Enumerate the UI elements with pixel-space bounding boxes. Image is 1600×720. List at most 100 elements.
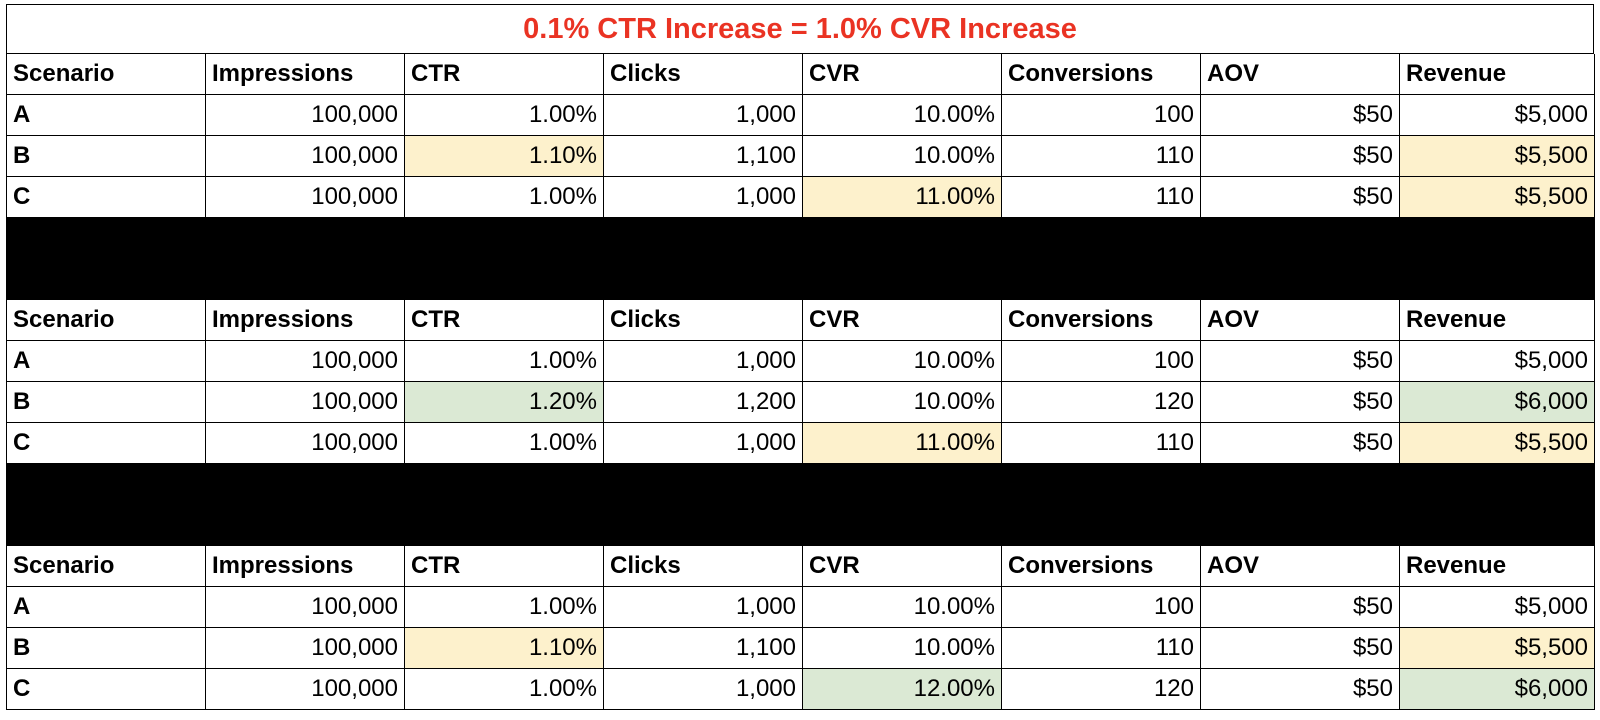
cell-conversions[interactable]: 110: [1002, 136, 1201, 177]
cell-ctr[interactable]: 1.20%: [405, 382, 604, 423]
cell-cvr[interactable]: 12.00%: [803, 669, 1002, 710]
cell-clicks[interactable]: 1,100: [604, 136, 803, 177]
cell-cvr[interactable]: 10.00%: [803, 95, 1002, 136]
sheet-title: 0.1% CTR Increase = 1.0% CVR Increase: [6, 4, 1594, 53]
cell-ctr[interactable]: 1.00%: [405, 587, 604, 628]
cell-ctr[interactable]: 1.00%: [405, 423, 604, 464]
cell-scenario[interactable]: B: [7, 382, 206, 423]
cell-cvr[interactable]: 10.00%: [803, 382, 1002, 423]
cell-impressions[interactable]: 100,000: [206, 423, 405, 464]
cell-scenario[interactable]: A: [7, 587, 206, 628]
column-header-aov[interactable]: AOV: [1201, 546, 1400, 587]
cell-impressions[interactable]: 100,000: [206, 382, 405, 423]
cell-conversions[interactable]: 110: [1002, 628, 1201, 669]
cell-impressions[interactable]: 100,000: [206, 136, 405, 177]
cell-revenue[interactable]: $5,500: [1400, 628, 1595, 669]
cell-cvr[interactable]: 10.00%: [803, 136, 1002, 177]
cell-clicks[interactable]: 1,100: [604, 628, 803, 669]
cell-revenue[interactable]: $5,000: [1400, 587, 1595, 628]
cell-revenue[interactable]: $5,500: [1400, 177, 1595, 218]
column-header-clicks[interactable]: Clicks: [604, 54, 803, 95]
cell-scenario[interactable]: C: [7, 669, 206, 710]
cell-scenario[interactable]: A: [7, 95, 206, 136]
cell-aov[interactable]: $50: [1201, 628, 1400, 669]
column-header-cvr[interactable]: CVR: [803, 546, 1002, 587]
column-header-conversions[interactable]: Conversions: [1002, 546, 1201, 587]
cell-conversions[interactable]: 100: [1002, 587, 1201, 628]
cell-ctr[interactable]: 1.00%: [405, 669, 604, 710]
cell-aov[interactable]: $50: [1201, 382, 1400, 423]
cell-conversions[interactable]: 120: [1002, 382, 1201, 423]
cell-impressions[interactable]: 100,000: [206, 669, 405, 710]
cell-scenario[interactable]: C: [7, 423, 206, 464]
cell-conversions[interactable]: 100: [1002, 341, 1201, 382]
column-header-impressions[interactable]: Impressions: [206, 546, 405, 587]
cell-conversions[interactable]: 120: [1002, 669, 1201, 710]
column-header-scenario[interactable]: Scenario: [7, 546, 206, 587]
cell-ctr[interactable]: 1.00%: [405, 177, 604, 218]
cell-scenario[interactable]: A: [7, 341, 206, 382]
column-header-ctr[interactable]: CTR: [405, 546, 604, 587]
cell-impressions[interactable]: 100,000: [206, 341, 405, 382]
cell-clicks[interactable]: 1,000: [604, 177, 803, 218]
cell-revenue[interactable]: $5,500: [1400, 136, 1595, 177]
cell-ctr[interactable]: 1.10%: [405, 628, 604, 669]
column-header-aov[interactable]: AOV: [1201, 300, 1400, 341]
column-header-ctr[interactable]: CTR: [405, 54, 604, 95]
cell-scenario[interactable]: B: [7, 628, 206, 669]
column-header-cvr[interactable]: CVR: [803, 300, 1002, 341]
cell-clicks[interactable]: 1,000: [604, 423, 803, 464]
cell-aov[interactable]: $50: [1201, 669, 1400, 710]
cell-revenue[interactable]: $6,000: [1400, 382, 1595, 423]
column-header-conversions[interactable]: Conversions: [1002, 300, 1201, 341]
cell-aov[interactable]: $50: [1201, 177, 1400, 218]
cell-scenario[interactable]: C: [7, 177, 206, 218]
cell-revenue[interactable]: $5,500: [1400, 423, 1595, 464]
column-header-clicks[interactable]: Clicks: [604, 546, 803, 587]
data-grid: Scenario Impressions CTR Clicks CVR Conversio…: [6, 53, 1595, 710]
cell-ctr[interactable]: 1.00%: [405, 341, 604, 382]
column-header-impressions[interactable]: Impressions: [206, 300, 405, 341]
cell-impressions[interactable]: 100,000: [206, 95, 405, 136]
column-header-conversions[interactable]: Conversions: [1002, 54, 1201, 95]
column-header-scenario[interactable]: Scenario: [7, 300, 206, 341]
column-header-cvr[interactable]: CVR: [803, 54, 1002, 95]
cell-conversions[interactable]: 110: [1002, 177, 1201, 218]
cell-aov[interactable]: $50: [1201, 95, 1400, 136]
cell-clicks[interactable]: 1,200: [604, 382, 803, 423]
cell-scenario[interactable]: B: [7, 136, 206, 177]
cell-impressions[interactable]: 100,000: [206, 177, 405, 218]
cell-aov[interactable]: $50: [1201, 341, 1400, 382]
cell-ctr[interactable]: 1.00%: [405, 95, 604, 136]
column-header-impressions[interactable]: Impressions: [206, 54, 405, 95]
cell-aov[interactable]: $50: [1201, 423, 1400, 464]
cell-aov[interactable]: $50: [1201, 587, 1400, 628]
cell-clicks[interactable]: 1,000: [604, 669, 803, 710]
separator-cell: [7, 464, 206, 505]
cell-impressions[interactable]: 100,000: [206, 587, 405, 628]
cell-cvr[interactable]: 10.00%: [803, 341, 1002, 382]
column-header-ctr[interactable]: CTR: [405, 300, 604, 341]
cell-revenue[interactable]: $5,000: [1400, 95, 1595, 136]
cell-conversions[interactable]: 110: [1002, 423, 1201, 464]
cell-clicks[interactable]: 1,000: [604, 95, 803, 136]
cell-clicks[interactable]: 1,000: [604, 341, 803, 382]
column-header-aov[interactable]: AOV: [1201, 54, 1400, 95]
cell-revenue[interactable]: $5,000: [1400, 341, 1595, 382]
cell-revenue[interactable]: $6,000: [1400, 669, 1595, 710]
column-header-revenue[interactable]: Revenue: [1400, 300, 1595, 341]
column-header-clicks[interactable]: Clicks: [604, 300, 803, 341]
cell-aov[interactable]: $50: [1201, 136, 1400, 177]
cell-cvr[interactable]: 10.00%: [803, 628, 1002, 669]
cell-conversions[interactable]: 100: [1002, 95, 1201, 136]
cell-cvr[interactable]: 10.00%: [803, 587, 1002, 628]
cell-impressions[interactable]: 100,000: [206, 628, 405, 669]
column-header-revenue[interactable]: Revenue: [1400, 546, 1595, 587]
cell-cvr[interactable]: 11.00%: [803, 177, 1002, 218]
separator-cell: [206, 505, 405, 546]
column-header-scenario[interactable]: Scenario: [7, 54, 206, 95]
column-header-revenue[interactable]: Revenue: [1400, 54, 1595, 95]
cell-ctr[interactable]: 1.10%: [405, 136, 604, 177]
cell-cvr[interactable]: 11.00%: [803, 423, 1002, 464]
cell-clicks[interactable]: 1,000: [604, 587, 803, 628]
